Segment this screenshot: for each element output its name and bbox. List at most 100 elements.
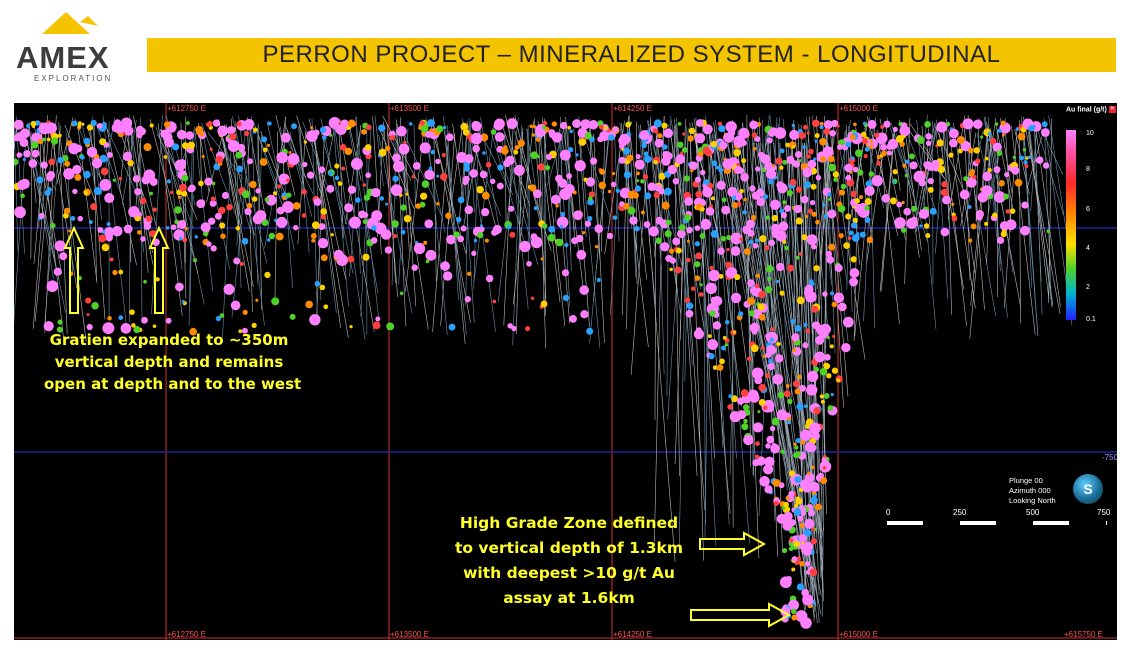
assay-point <box>227 140 240 152</box>
up-arrow-icon <box>148 225 170 314</box>
assay-point <box>453 231 460 239</box>
assay-point <box>362 253 370 261</box>
assay-point <box>845 141 852 148</box>
assay-point <box>419 142 431 154</box>
drill-trace <box>1023 116 1061 315</box>
assay-point <box>14 206 26 219</box>
assay-point <box>341 166 346 171</box>
assay-point <box>720 345 726 351</box>
assay-point <box>960 140 971 152</box>
drill-trace <box>655 129 678 293</box>
assay-point <box>149 177 158 186</box>
assay-point <box>718 125 726 133</box>
assay-point <box>669 257 677 264</box>
compass-icon[interactable]: S <box>1073 474 1103 504</box>
assay-point <box>143 143 152 152</box>
assay-point <box>59 252 68 261</box>
assay-point <box>482 151 486 155</box>
assay-point <box>578 138 587 146</box>
assay-point <box>252 127 258 133</box>
assay-point <box>776 513 787 524</box>
assay-point <box>305 300 313 309</box>
assay-point <box>715 165 720 170</box>
drill-trace <box>312 128 341 328</box>
assay-point <box>1028 124 1035 132</box>
assay-point <box>139 197 147 205</box>
assay-point <box>754 283 760 289</box>
drill-trace <box>627 116 648 280</box>
assay-point <box>881 150 887 157</box>
assay-point <box>705 282 717 295</box>
assay-point <box>464 154 474 164</box>
assay-point <box>852 217 858 224</box>
drill-trace <box>938 132 964 290</box>
assay-point <box>503 159 511 168</box>
drill-trace <box>316 134 325 326</box>
assay-point <box>415 240 419 244</box>
assay-point <box>726 247 730 252</box>
assay-point <box>702 124 713 135</box>
assay-point <box>800 195 809 204</box>
assay-point <box>738 311 744 317</box>
assay-point <box>439 173 448 181</box>
assay-point <box>542 223 548 229</box>
assay-point <box>436 202 440 206</box>
assay-point <box>1027 155 1032 159</box>
drill-trace <box>399 117 410 252</box>
assay-point <box>717 247 725 255</box>
drill-trace <box>251 129 259 285</box>
assay-point <box>989 137 997 145</box>
assay-point <box>967 205 972 210</box>
assay-point <box>766 435 775 444</box>
scale-label: 250 <box>953 508 967 517</box>
drill-trace <box>543 130 547 304</box>
assay-point <box>1041 121 1048 128</box>
assay-point <box>514 145 520 150</box>
drill-trace <box>975 118 980 222</box>
easting-bottom-label: +612750 E <box>167 630 206 639</box>
right-arrow-icon <box>699 531 767 557</box>
assay-point <box>421 180 430 188</box>
assay-point <box>243 130 250 137</box>
assay-point <box>899 125 911 137</box>
assay-point <box>576 249 587 260</box>
assay-point <box>566 173 573 179</box>
assay-point <box>752 242 758 249</box>
assay-point <box>684 297 691 304</box>
assay-point <box>106 222 111 227</box>
assay-point <box>207 217 216 225</box>
assay-point <box>424 219 434 229</box>
assay-point <box>573 210 583 221</box>
assay-point <box>795 496 801 502</box>
assay-point <box>739 188 744 194</box>
assay-point <box>743 418 748 424</box>
assay-point <box>819 367 828 376</box>
assay-point <box>215 315 222 322</box>
drill-trace <box>986 133 991 265</box>
assay-point <box>668 248 675 254</box>
assay-point <box>694 133 706 144</box>
assay-point <box>768 129 776 137</box>
assay-point <box>1001 133 1005 137</box>
assay-point <box>206 241 212 247</box>
assay-point <box>910 216 918 224</box>
assay-point <box>937 165 946 174</box>
assay-point <box>427 119 435 127</box>
assay-point <box>622 147 631 155</box>
assay-point <box>425 259 430 264</box>
scale-bar-segment <box>996 521 1033 525</box>
assay-point <box>507 323 513 329</box>
assay-point <box>909 161 918 170</box>
assay-point <box>173 229 185 241</box>
assay-point <box>276 216 288 228</box>
assay-point <box>54 240 66 252</box>
drill-trace <box>714 129 723 448</box>
assay-point <box>413 242 426 255</box>
assay-point <box>689 161 698 171</box>
assay-point <box>545 153 553 161</box>
close-icon[interactable]: × <box>1108 106 1116 113</box>
assay-point <box>830 291 835 296</box>
assay-point <box>251 322 257 329</box>
assay-point <box>583 177 588 182</box>
assay-point <box>987 167 992 173</box>
